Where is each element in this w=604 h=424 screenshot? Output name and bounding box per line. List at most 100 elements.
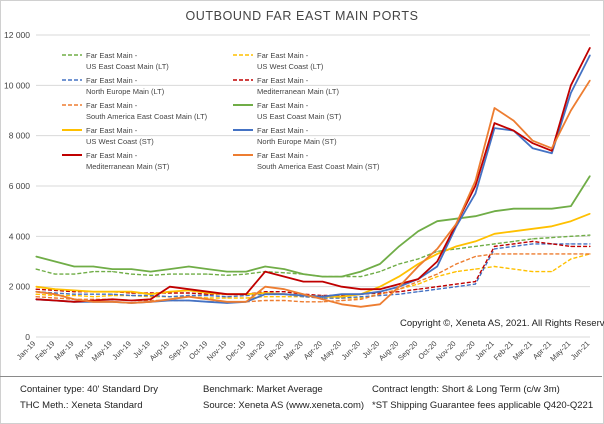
legend-label-line2: South America East Coast Main (LT) <box>86 112 208 121</box>
legend-label-line1: Far East Main - <box>257 126 309 135</box>
data-point <box>398 288 400 290</box>
y-tick-label: 12 000 <box>4 30 30 40</box>
data-point <box>455 218 457 220</box>
x-tick-label: Feb-21 <box>492 339 515 362</box>
data-point <box>417 265 419 268</box>
data-point <box>455 286 457 288</box>
copyright-note: Copyright ©, Xeneta AS, 2021. All Rights… <box>400 318 604 329</box>
chart-footer: Container type: 40' Standard Dry Benchma… <box>0 376 602 423</box>
y-tick-label: 10 000 <box>4 80 30 90</box>
series-line <box>35 243 590 299</box>
data-point <box>455 283 457 285</box>
data-point <box>207 292 209 294</box>
data-point <box>264 293 266 295</box>
data-point <box>341 286 343 288</box>
data-point <box>455 270 457 273</box>
data-point <box>73 273 75 275</box>
data-point <box>302 296 305 298</box>
data-point <box>512 240 515 242</box>
data-point <box>150 274 152 276</box>
chart-title: OUTBOUND FAR EAST MAIN PORTS <box>185 9 419 23</box>
data-point <box>398 245 400 247</box>
data-point <box>150 294 152 297</box>
data-point <box>73 301 75 303</box>
data-point <box>360 293 362 295</box>
x-tick-label: Mar-20 <box>282 339 305 362</box>
data-point <box>35 288 37 290</box>
data-point <box>589 253 591 255</box>
data-point <box>283 276 285 278</box>
x-tick-label: Dec-19 <box>224 339 247 362</box>
data-point <box>130 299 133 302</box>
x-tick-label: Feb-19 <box>33 339 56 362</box>
data-point <box>474 185 476 187</box>
x-tick-label: Mar-21 <box>511 339 534 362</box>
data-point <box>169 286 171 288</box>
data-point <box>283 268 285 270</box>
data-point <box>417 291 419 293</box>
data-point <box>302 301 305 303</box>
data-point <box>551 236 553 239</box>
data-point <box>111 301 114 303</box>
data-point <box>111 298 114 300</box>
legend-label-line1: Far East Main - <box>257 51 309 60</box>
x-tick-label: Sep-20 <box>396 339 419 362</box>
data-point <box>207 291 209 293</box>
data-point <box>264 286 266 288</box>
container-type: Container type: 40' Standard Dry <box>20 384 159 395</box>
data-point <box>360 298 362 300</box>
data-point <box>474 215 476 217</box>
data-point <box>551 150 553 152</box>
data-point <box>493 248 496 250</box>
series-line <box>35 234 591 278</box>
legend-label-line2: North Europe Main (LT) <box>86 87 165 96</box>
data-point <box>169 298 171 300</box>
data-point <box>436 276 438 278</box>
data-point <box>455 245 457 247</box>
series-line <box>35 240 590 297</box>
data-point <box>321 298 324 300</box>
data-point <box>111 291 114 293</box>
data-point <box>512 268 515 270</box>
data-point <box>474 281 476 283</box>
data-point <box>417 258 419 260</box>
data-point <box>245 297 247 299</box>
data-point <box>54 260 56 263</box>
data-point <box>493 253 496 255</box>
legend-label-line2: US West Coast (ST) <box>86 137 154 146</box>
data-point <box>398 291 400 293</box>
data-point <box>188 296 190 298</box>
series-line <box>35 212 591 298</box>
data-point <box>169 273 171 275</box>
data-point <box>532 147 534 149</box>
x-tick-label: Dec-20 <box>453 339 476 362</box>
data-point <box>551 147 553 149</box>
data-point <box>321 276 324 278</box>
x-tick-label: Jan-21 <box>473 339 496 362</box>
data-point <box>188 265 190 268</box>
data-point <box>532 238 534 240</box>
data-point <box>111 293 114 295</box>
data-point <box>226 297 228 299</box>
data-point <box>436 273 438 275</box>
data-point <box>169 291 171 293</box>
data-point <box>570 243 572 245</box>
data-point <box>73 289 75 292</box>
data-point <box>398 286 400 288</box>
data-point <box>417 230 419 232</box>
data-point <box>188 273 190 275</box>
data-point <box>130 302 133 304</box>
legend-label-line2: North Europe Main (ST) <box>257 137 337 146</box>
data-point <box>283 296 285 298</box>
data-point <box>417 263 419 265</box>
x-tick-label: Aug-20 <box>377 339 400 362</box>
contract-length: Contract length: Short & Long Term (c/w … <box>372 384 560 395</box>
data-point <box>283 299 285 302</box>
data-source: Source: Xeneta AS (www.xeneta.com) <box>203 400 365 411</box>
x-tick-label: Jun-19 <box>110 339 133 362</box>
x-tick-label: May-19 <box>90 339 114 363</box>
data-point <box>455 263 457 265</box>
data-point <box>589 245 591 247</box>
data-point <box>474 192 476 195</box>
data-point <box>245 301 247 303</box>
